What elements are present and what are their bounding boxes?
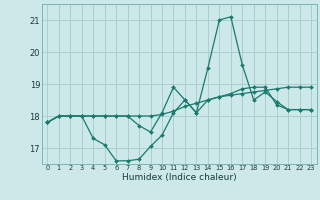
X-axis label: Humidex (Indice chaleur): Humidex (Indice chaleur) bbox=[122, 173, 236, 182]
